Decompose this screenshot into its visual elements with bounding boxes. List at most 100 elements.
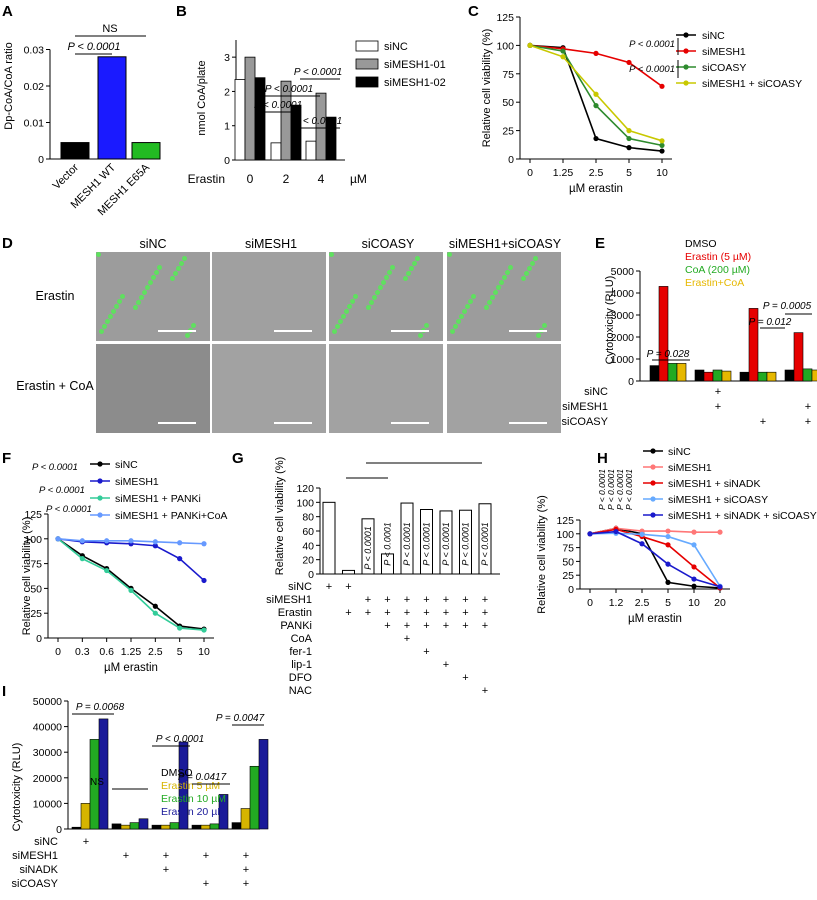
e-row-label: siMESH1	[562, 401, 608, 413]
e-row-mark: +	[715, 401, 721, 413]
legend-marker	[650, 512, 656, 518]
e-y-tick-label: 4000	[611, 288, 635, 300]
bar-erastin-10-m	[249, 765, 260, 830]
legend-label: siMESH1 + PANKi	[115, 493, 201, 505]
bar-erastin-5-m	[200, 824, 211, 830]
bar-dmso	[694, 369, 705, 382]
f-annotation: P < 0.0001	[39, 485, 85, 496]
bar-erastin-20-m	[98, 718, 109, 830]
h-x-label: µM erastin	[628, 613, 682, 625]
f-x-tick-label: 1.25	[121, 646, 142, 658]
i-y-tick-label: 10000	[33, 798, 62, 810]
bar-dmso	[231, 822, 242, 830]
c-y-tick-label: 0	[508, 154, 514, 166]
g-y-tick-label: 20	[302, 555, 314, 567]
data-point	[691, 576, 697, 582]
legend-marker	[97, 512, 103, 518]
h-y-tick-label: 75	[562, 543, 574, 555]
legend-label: Erastin (5 µM)	[685, 251, 751, 263]
b-annotation: P < 0.0001	[294, 67, 342, 78]
a-y-tick-label: 0.01	[24, 118, 45, 130]
micrograph-image	[329, 252, 443, 341]
data-point	[613, 528, 619, 535]
a-x-tick-label: Vector	[51, 161, 82, 192]
bar-sinc	[234, 79, 246, 161]
g-row-mark: +	[345, 607, 351, 619]
panel-letter: B	[176, 3, 187, 20]
f-annotation: P < 0.0001	[32, 462, 78, 473]
bar-erastin-10-m	[129, 822, 140, 830]
data-point	[79, 556, 85, 562]
i-row-label: siNC	[34, 836, 58, 848]
bar-erastin-coa	[676, 363, 687, 382]
i-annotation: NS	[90, 777, 104, 788]
g-y-tick-label: 100	[296, 497, 314, 509]
bar-g	[342, 569, 355, 575]
g-row-mark: +	[443, 620, 449, 632]
data-point	[128, 587, 134, 593]
bar-erastin-20-m	[178, 741, 189, 830]
g-row-mark: +	[423, 646, 429, 658]
bar-mesh1-e65a	[131, 142, 161, 160]
legend-label: siNC	[384, 41, 408, 53]
bar-coa-200-m-	[757, 371, 768, 382]
data-point	[128, 538, 134, 544]
data-point	[55, 536, 61, 542]
legend-marker	[650, 480, 656, 486]
series-line-sinc	[57, 538, 205, 630]
g-row-mark: +	[384, 607, 390, 619]
i-y-label: Cytotoxicity (RLU)	[11, 743, 23, 832]
g-annotation: P < 0.0001	[441, 522, 451, 565]
micrograph-image	[212, 344, 326, 433]
g-row-label: lip-1	[291, 659, 312, 671]
data-point	[177, 625, 183, 631]
e-row-mark: +	[805, 401, 811, 413]
i-row-mark: +	[203, 850, 209, 862]
i-y-tick-label: 50000	[33, 696, 62, 708]
g-row-mark: +	[345, 581, 351, 593]
i-row-mark: +	[243, 850, 249, 862]
micrograph-image	[212, 252, 326, 341]
bar-coa-200-m-	[712, 369, 723, 382]
g-row-mark: +	[384, 594, 390, 606]
g-row-mark: +	[462, 672, 468, 684]
g-row-label: siNC	[288, 581, 312, 593]
e-y-tick-label: 5000	[611, 266, 635, 278]
g-y-tick-label: 80	[302, 512, 314, 524]
g-row-label: DFO	[289, 672, 313, 684]
g-row-mark: +	[404, 594, 410, 606]
i-y-tick-label: 20000	[33, 773, 62, 785]
bar-erastin-5-m-	[703, 371, 714, 382]
g-row-mark: +	[365, 607, 371, 619]
bar-mesh1-wt	[97, 56, 127, 160]
bar-erastin-5-m	[160, 824, 171, 830]
legend-label: siMESH1	[115, 476, 159, 488]
bar-erastin-5-m	[80, 803, 91, 830]
legend-marker	[97, 495, 103, 501]
g-row-mark: +	[423, 607, 429, 619]
a-y-tick-label: 0	[38, 154, 44, 166]
series-line-simesh1	[589, 527, 720, 535]
a-y-tick-label: 0.03	[24, 45, 45, 57]
b-y-label: nmol CoA/plate	[196, 60, 208, 135]
micrograph-image	[96, 344, 210, 433]
d-row-label: Erastin + CoA	[16, 379, 94, 393]
b-x-tick-label: 4	[318, 172, 325, 186]
bar-dmso	[71, 826, 82, 830]
g-y-tick-label: 40	[302, 540, 314, 552]
i-row-mark: +	[163, 850, 169, 862]
h-x-tick-label: 2.5	[635, 597, 650, 609]
bar-dmso	[111, 823, 122, 830]
f-x-tick-label: 0.6	[99, 646, 114, 658]
c-annotation: P < 0.0001	[629, 64, 675, 75]
bar-dmso	[784, 369, 795, 382]
data-point	[201, 541, 207, 547]
g-annotation: P < 0.0001	[422, 522, 432, 565]
data-point	[665, 533, 671, 540]
b-unit-label: µM	[350, 172, 367, 186]
bar-erastin-5-m-	[658, 286, 669, 382]
panel-letter: E	[595, 235, 605, 252]
panel-letter: D	[2, 235, 13, 252]
e-row-label: siNC	[584, 386, 608, 398]
e-y-tick-label: 0	[628, 376, 634, 388]
